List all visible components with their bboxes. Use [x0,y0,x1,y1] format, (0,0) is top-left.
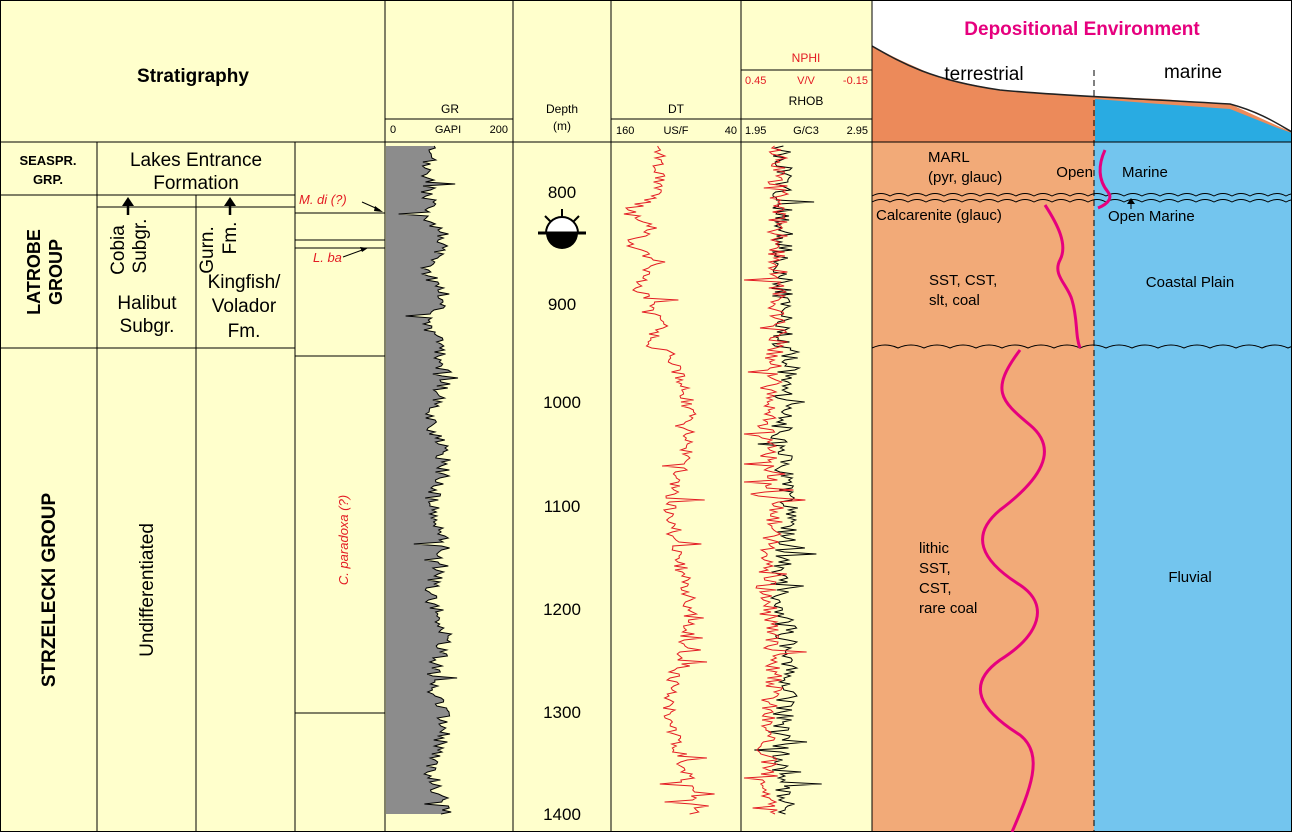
latrobe-group-label-2: GROUP [46,239,66,305]
rhob-scale-max: 2.95 [847,125,868,137]
rhob-scale-unit: G/C3 [793,125,819,137]
gr-scale-min: 0 [390,124,396,136]
lithic-label-1: lithic [919,540,950,557]
marl-label-2: (pyr, glauc) [928,169,1002,186]
depositional-environment-title: Depositional Environment [964,19,1200,40]
sun-symbol-icon [538,209,586,249]
terrestrial-panel [872,142,1094,832]
cobia-label-2: Subgr. [130,219,151,274]
cobia-label-1: Cobia [108,225,129,275]
panel-background [0,0,872,832]
fluvial-label: Fluvial [1168,569,1211,586]
gurnard-label-1: Gurn. [197,226,218,274]
up-arrow-icon [122,197,134,215]
unconformity-line [871,344,1292,349]
kingfish-label-3: Fm. [228,321,261,342]
depth-tick-1200: 1200 [543,600,581,619]
depth-tick-1000: 1000 [543,393,581,412]
pointer-arrow-icon [1127,198,1135,209]
depth-tick-1100: 1100 [544,497,581,516]
seaspray-group-label-1: SEASPR. [19,153,76,168]
facies-trend-curve [978,349,1046,832]
seaspray-group-label-2: GRP. [33,172,63,187]
gr-title: GR [441,102,459,116]
strzelecki-group-label: STRZELECKI GROUP [39,493,60,688]
pointer-arrow-icon [342,247,368,258]
depth-tick-800: 800 [548,183,576,202]
marine-label: marine [1164,62,1222,83]
halibut-label-1: Halibut [117,293,177,314]
biozone-mdi-label: M. di (?) [299,192,347,207]
sonic-dt-curve [623,145,715,815]
header-ground-profile [871,45,1292,133]
coastal-plain-label: Coastal Plain [1146,274,1234,291]
biozone-cparadoxa-label: C. paradoxa (?) [336,495,351,585]
rhob-scale-min: 1.95 [745,125,766,137]
facies-trend-curve [1097,149,1112,210]
dt-scale-max: 40 [725,125,737,137]
open-marine-top-left: Open [1056,164,1093,181]
gamma-ray-curve [398,145,459,815]
dt-scale-unit: US/F [663,125,688,137]
kingfish-label-1: Kingfish/ [208,272,282,293]
sst-cst-label-2: slt, coal [929,292,980,309]
unconformity-line [871,199,1292,203]
gr-scale-unit: GAPI [435,124,461,136]
dt-title: DT [668,102,685,116]
nphi-title: NPHI [792,51,821,65]
up-arrow-icon [224,197,236,215]
stratigraphy-title: Stratigraphy [137,66,249,87]
open-marine-lower: Open Marine [1108,208,1195,225]
gurnard-label-2: Fm. [220,222,241,255]
density-rhob-curve [754,145,822,815]
lakes-entrance-label-2: Formation [153,173,239,194]
lithic-label-4: rare coal [919,600,977,617]
depth-tick-1300: 1300 [543,703,581,722]
lithic-label-2: SST, [919,560,951,577]
marine-panel [1094,142,1292,832]
open-marine-top-right: Marine [1122,164,1168,181]
nphi-scale-max: -0.15 [843,75,868,87]
halibut-label-2: Subgr. [120,316,175,337]
lakes-entrance-label-1: Lakes Entrance [130,150,262,171]
dt-scale-min: 160 [616,125,634,137]
nphi-scale-min: 0.45 [745,75,766,87]
facies-trend-curve [1043,204,1082,349]
terrestrial-label: terrestrial [944,64,1023,85]
marine-header-water [1095,99,1292,142]
kingfish-label-2: Volador [212,296,277,317]
depth-tick-1400: 1400 [543,805,581,824]
depth-unit: (m) [553,119,571,133]
gamma-ray-fill [386,146,458,814]
latrobe-group-label-1: LATROBE [24,229,44,315]
neutron-nphi-curve [743,145,807,815]
gr-scale-max: 200 [490,124,508,136]
undifferentiated-label: Undifferentiated [137,523,158,657]
depth-title: Depth [546,102,578,116]
nphi-scale-unit: V/V [797,75,815,87]
calcarenite-label: Calcarenite (glauc) [876,207,1002,224]
rhob-title: RHOB [789,94,824,108]
depth-tick-900: 900 [548,295,576,314]
biozone-lba-label: L. ba [313,250,342,265]
lithic-label-3: CST, [919,580,952,597]
depth-tick-labels: 800 900 1000 1100 1200 1300 1400 [543,183,581,824]
pointer-arrow-icon [361,201,383,212]
marl-label-1: MARL [928,149,970,166]
unconformity-line [871,193,1292,197]
sst-cst-label-1: SST, CST, [929,272,997,289]
